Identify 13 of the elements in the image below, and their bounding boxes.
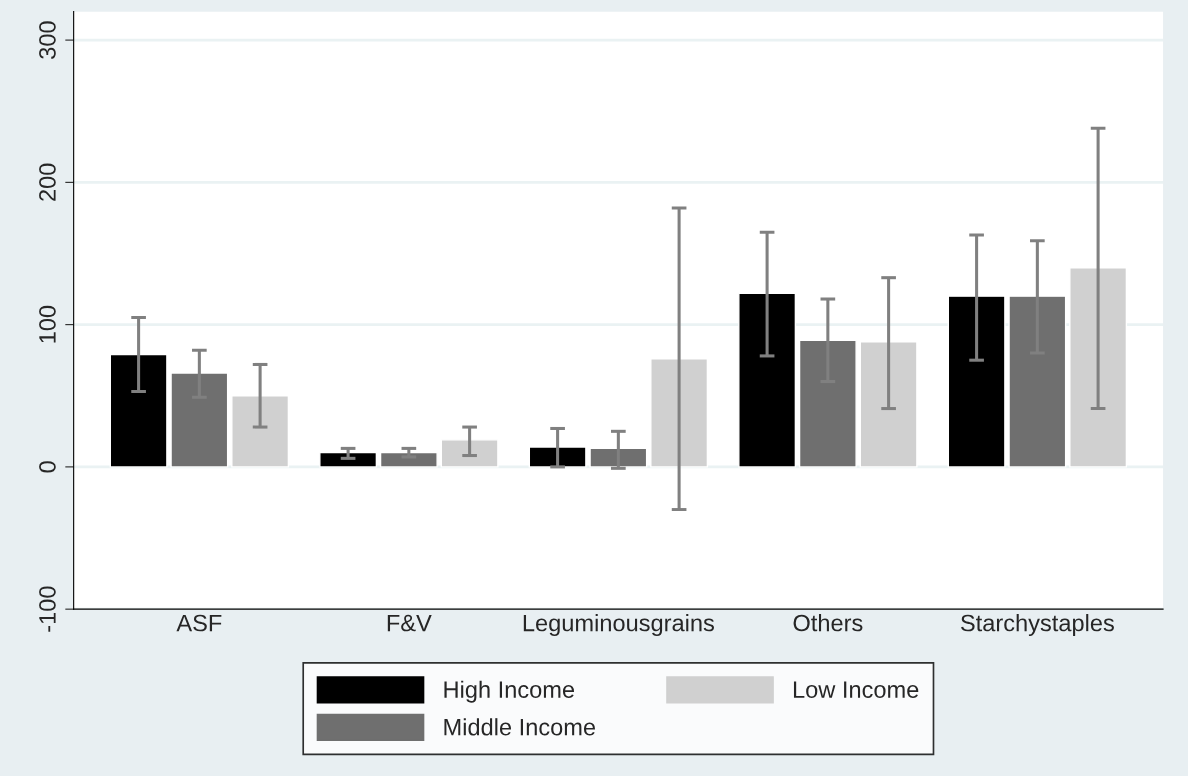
y-tick-label: 300 — [39, 21, 56, 59]
legend-label: High Income — [444, 680, 575, 703]
x-tick-label: F&V — [387, 614, 432, 632]
x-tick-label: Starchystaples — [961, 614, 1114, 637]
y-tick-label: 0 — [39, 461, 56, 473]
y-tick-label: -100 — [39, 586, 56, 632]
x-tick-label: ASF — [176, 614, 222, 632]
legend-label: Low Income — [793, 681, 919, 698]
y-tick-label: 100 — [39, 305, 56, 343]
y-tick-label: 200 — [39, 163, 56, 201]
x-tick-label: Others — [793, 614, 863, 632]
x-tick-label: Leguminousgrains — [523, 614, 714, 637]
legend-label: Middle Income — [444, 718, 596, 736]
